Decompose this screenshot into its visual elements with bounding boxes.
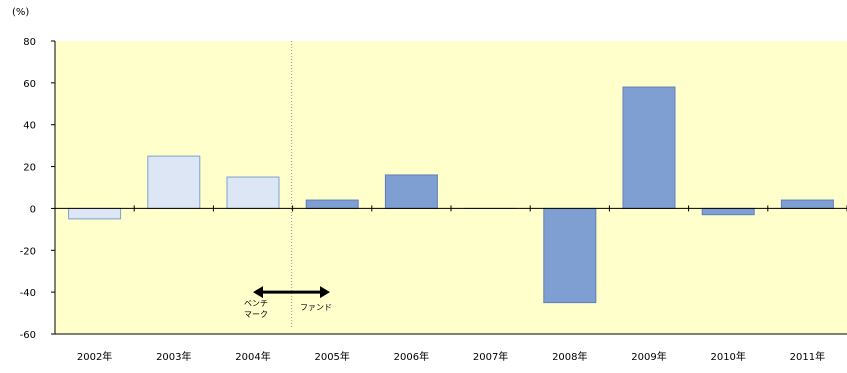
benchmark-fund-annotation: ベンチ マーク ファンド	[244, 286, 332, 319]
y-tick-label: 60	[23, 79, 36, 90]
benchmark-label-line1: ベンチ	[244, 299, 268, 308]
y-tick-label: -40	[20, 288, 36, 299]
x-category-label: 2010年	[710, 350, 745, 363]
bar-2011年	[780, 199, 834, 209]
y-axis-ticks: 80 60 40 20 0 -20 -40 -60	[20, 37, 55, 341]
x-category-label: 2003年	[156, 350, 191, 363]
y-tick-label: -20	[20, 246, 36, 257]
y-tick-label: -60	[20, 330, 36, 341]
benchmark-label-line2: マーク	[244, 310, 268, 319]
x-axis-categories: 2002年 2003年 2004年 2005年 2006年 2007年 2008年 2009年…	[54, 205, 847, 363]
y-tick-label: 0	[30, 204, 36, 215]
arrow-right-head-icon	[320, 286, 330, 299]
bar-2002年	[68, 207, 122, 220]
x-category-label: 2008年	[552, 350, 587, 363]
bar-2010年	[701, 207, 755, 216]
bar-2004年	[226, 176, 280, 209]
x-category-label: 2007年	[473, 350, 508, 363]
x-category-label: 2002年	[77, 350, 112, 363]
bar-2008年	[543, 207, 597, 304]
x-category-label: 2005年	[314, 350, 349, 363]
bar-2003年	[147, 155, 201, 209]
x-category-label: 2011年	[790, 350, 825, 363]
fund-label: ファンド	[300, 303, 332, 312]
bar-2005年	[305, 199, 359, 209]
y-tick-label: 80	[23, 37, 36, 48]
x-category-label: 2009年	[631, 350, 666, 363]
bar-2009年	[622, 86, 676, 209]
x-category-label: 2006年	[394, 350, 429, 363]
x-category-label: 2004年	[235, 350, 270, 363]
y-axis-unit-label: (%)	[12, 7, 29, 18]
y-tick-label: 40	[23, 121, 36, 132]
y-tick-label: 20	[23, 163, 36, 174]
arrow-left-head-icon	[253, 286, 263, 299]
bars	[55, 86, 847, 304]
bar-2006年	[384, 174, 438, 209]
